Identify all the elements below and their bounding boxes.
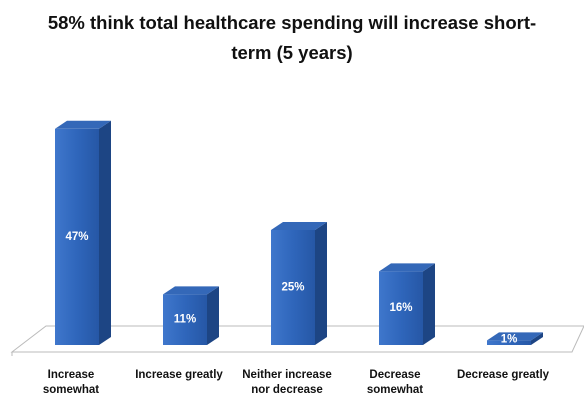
- value-label: 47%: [65, 231, 88, 243]
- bar-side: [207, 286, 219, 345]
- value-label: 25%: [281, 282, 304, 294]
- bar: [163, 294, 207, 345]
- bar-side: [531, 332, 543, 345]
- value-label: 11%: [174, 314, 196, 326]
- x-tick-label: Increase somewhat: [42, 369, 100, 396]
- x-tick-label: Decrease greatly: [456, 369, 550, 381]
- bar: [55, 128, 99, 345]
- x-tick-label: Decrease somewhat: [366, 369, 424, 396]
- bar-top: [55, 120, 111, 129]
- bar-top: [379, 263, 435, 272]
- x-tick-label: Increase greatly: [135, 369, 223, 381]
- bar-side: [423, 263, 435, 345]
- bar-side: [315, 222, 327, 345]
- bar-top: [163, 286, 219, 295]
- chart-title: 58% think total healthcare spending will…: [47, 12, 537, 63]
- bar: [487, 340, 531, 345]
- x-tick-label: Neither increase nor decrease: [242, 369, 332, 396]
- bar-side: [99, 120, 111, 345]
- bar-top: [271, 222, 327, 230]
- bar: [379, 271, 423, 345]
- value-label: 16%: [389, 302, 412, 314]
- bar: [271, 230, 315, 345]
- value-label: 1%: [501, 334, 518, 346]
- bar-top: [487, 332, 543, 341]
